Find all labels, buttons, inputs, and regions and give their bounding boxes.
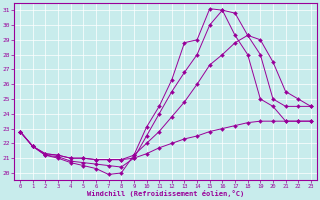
X-axis label: Windchill (Refroidissement éolien,°C): Windchill (Refroidissement éolien,°C) xyxy=(87,190,244,197)
